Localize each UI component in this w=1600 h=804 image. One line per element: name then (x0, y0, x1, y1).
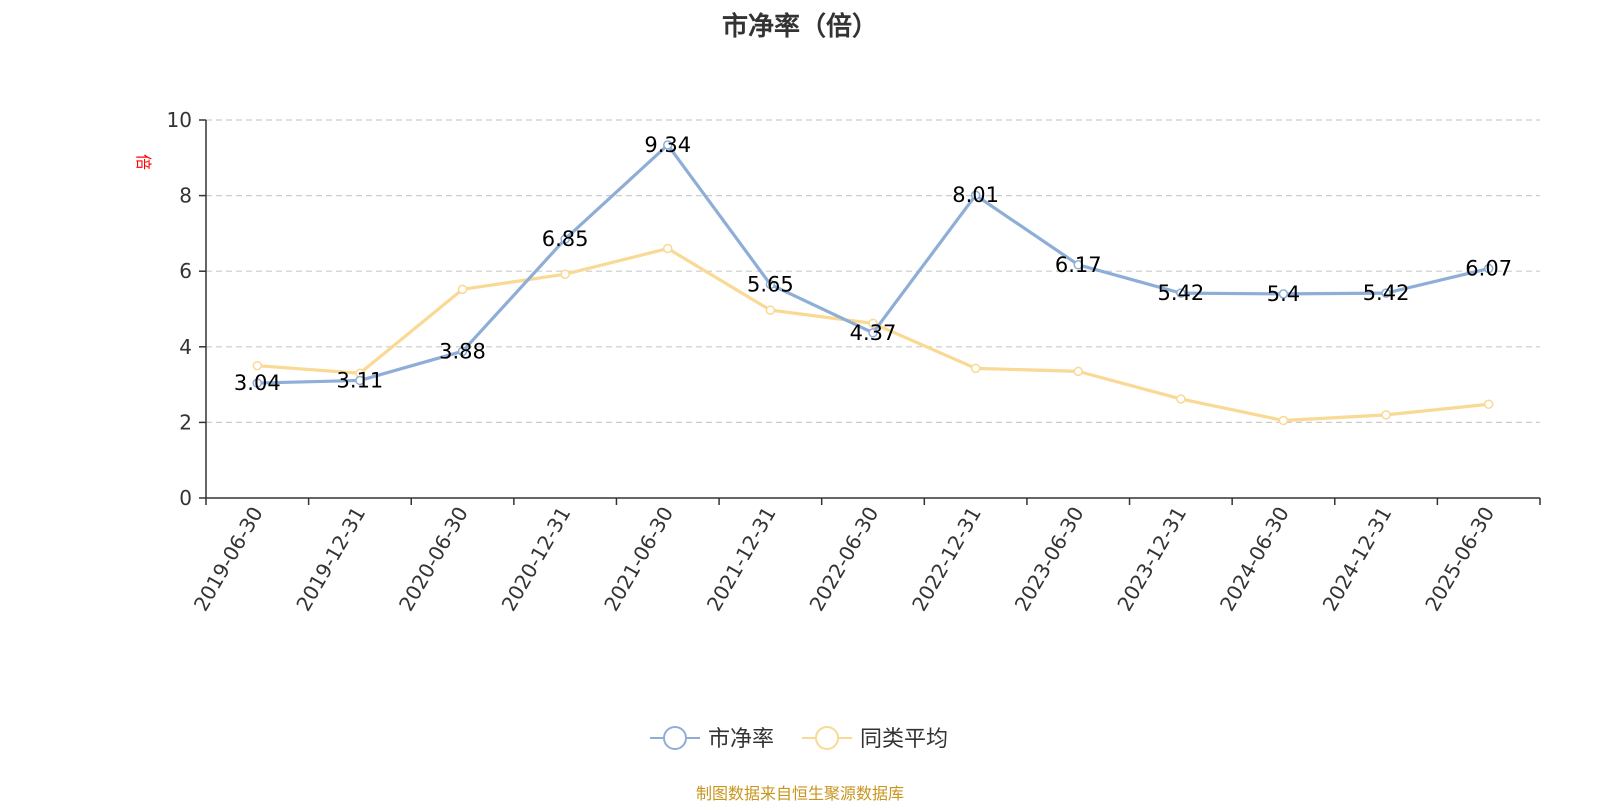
data-point (457, 284, 468, 295)
legend-label: 市净率 (708, 727, 774, 752)
data-point (1483, 263, 1494, 274)
data-label: 5.42 (1157, 281, 1204, 305)
data-point (1381, 410, 1391, 420)
data-point (560, 234, 570, 244)
x-tick-label: 2025-06-30 (1420, 503, 1499, 616)
source-note: 制图数据来自恒生聚源数据库 (695, 784, 904, 803)
data-label: 4.37 (850, 321, 897, 345)
data-point (868, 328, 878, 338)
data-point (663, 140, 673, 150)
y-tick-label: 2 (179, 410, 192, 434)
data-point (765, 279, 776, 290)
x-tick-label: 2024-12-31 (1318, 503, 1397, 616)
data-label: 9.34 (644, 133, 691, 157)
data-label: 6.07 (1465, 257, 1512, 281)
data-point (1073, 260, 1083, 270)
data-point (1176, 394, 1186, 404)
data-point (457, 346, 468, 357)
data-label: 6.17 (1055, 253, 1102, 277)
x-tick-label: 2019-06-30 (189, 503, 268, 616)
y-axis: 0 2 4 6 8 10 倍 (134, 108, 207, 510)
data-point (1483, 399, 1494, 410)
legend-label: 同类平均 (860, 727, 948, 752)
y-tick-label: 10 (167, 108, 192, 132)
x-tick-label: 2023-12-31 (1112, 503, 1191, 616)
x-tick-label: 2021-06-30 (599, 503, 678, 616)
data-point (1073, 366, 1083, 377)
data-point (252, 360, 263, 371)
x-tick-label: 2019-12-31 (291, 503, 370, 616)
x-tick-label: 2022-12-31 (907, 503, 986, 616)
data-point (970, 190, 981, 200)
data-label: 6.85 (542, 227, 589, 251)
data-point (1381, 288, 1391, 298)
x-tick-label: 2020-12-31 (497, 503, 576, 616)
data-label: 5.4 (1267, 282, 1300, 306)
x-tick-label: 2021-12-31 (702, 503, 781, 616)
x-tick-label: 2023-06-30 (1010, 503, 1089, 616)
legend-marker (663, 726, 687, 750)
chart-title: 市净率（倍） (721, 12, 878, 42)
x-tick-label: 2022-06-30 (804, 503, 883, 616)
y-axis-label: 倍 (134, 154, 153, 170)
data-point (663, 243, 673, 254)
y-tick-label: 4 (179, 335, 192, 359)
data-point (970, 363, 981, 374)
data-point (765, 305, 776, 315)
x-tick-label: 2024-06-30 (1215, 503, 1294, 616)
data-labels: 3.04 3.11 3.88 6.85 9.34 5.65 4.37 8.01 6.17 5.42… (234, 133, 1512, 395)
data-label: 3.11 (337, 368, 384, 392)
series-layer (252, 140, 1494, 426)
data-point (252, 378, 263, 388)
data-label: 3.88 (439, 339, 486, 363)
x-tick-label: 2020-06-30 (394, 503, 473, 616)
x-axis: 2019-06-30 2019-12-31 2020-06-30 2020-12-31… (189, 497, 1541, 616)
data-label: 5.42 (1363, 281, 1410, 305)
y-tick-label: 6 (179, 259, 192, 283)
data-point (1278, 415, 1289, 426)
data-point (355, 375, 365, 386)
data-point (868, 318, 878, 329)
data-label: 3.04 (234, 371, 281, 395)
legend: 市净率 同类平均 (650, 726, 948, 752)
data-point (1278, 289, 1289, 299)
data-label: 8.01 (952, 183, 999, 207)
y-tick-label: 8 (179, 184, 192, 208)
data-label: 5.65 (747, 272, 794, 296)
legend-marker (815, 726, 839, 750)
y-tick-label: 0 (179, 486, 192, 510)
data-point (560, 269, 570, 279)
grid-lines (206, 119, 1540, 423)
data-point (1176, 288, 1186, 298)
